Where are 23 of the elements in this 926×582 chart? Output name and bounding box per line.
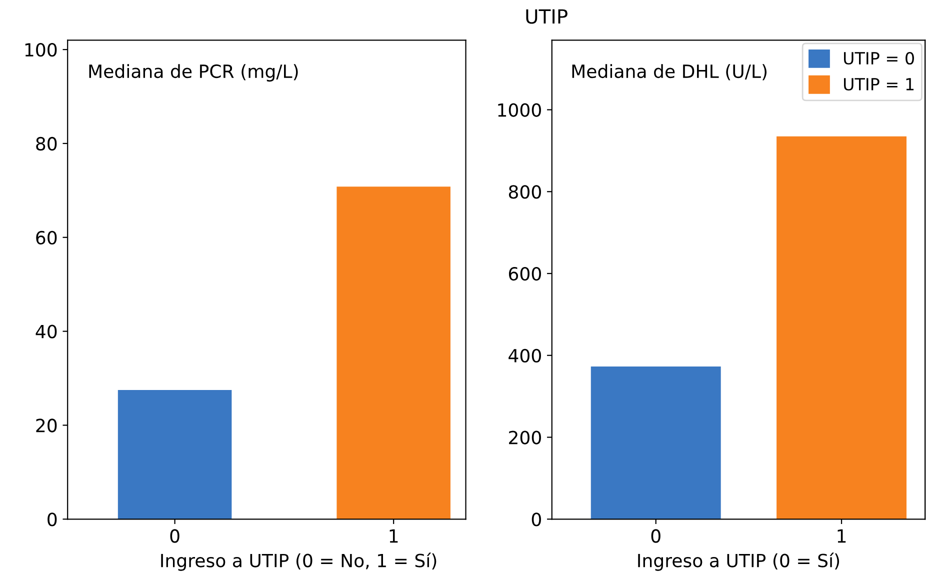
legend-label: UTIP = 0 [844,52,914,65]
x-axis-title: Ingreso a UTIP (0 = Sí) [638,552,840,571]
y-tick-label: 20 [36,418,57,432]
x-tick-label: 1 [838,529,846,543]
y-tick-label: 40 [36,324,57,338]
text: UTIP [526,9,568,24]
y-tick-label: 400 [508,348,541,363]
y-tick-label: 800 [508,185,541,199]
y-tick-label: 200 [509,430,541,444]
y-tick-label: 100 [25,43,57,57]
y-tick-label: 0 [48,512,57,526]
x-tick-label: 0 [651,529,660,543]
x-tick-label: 1 [390,529,398,543]
text: Mediana de DHL (U/L) [572,64,767,80]
x-tick-label: 0 [170,529,180,543]
y-tick-label: 80 [36,136,57,151]
y-tick-label: 60 [36,230,57,245]
y-tick-label: 600 [508,266,541,281]
y-tick-label: 0 [532,512,541,526]
legend-label: UTIP = 1 [844,78,914,91]
y-tick-label: 1000 [498,103,541,117]
x-axis-title: Ingreso a UTIP (0 = No, 1 = Sí) [161,552,436,571]
text: Mediana de PCR (mg/L) [89,64,298,82]
